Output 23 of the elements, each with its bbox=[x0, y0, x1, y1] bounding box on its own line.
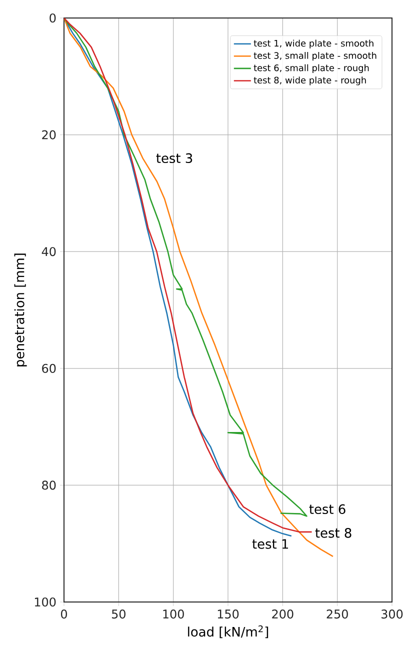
x-tick-label: 100 bbox=[163, 610, 184, 619]
x-tick-label: 50 bbox=[112, 610, 126, 619]
legend-label: test 3, small plate - smooth bbox=[254, 52, 376, 61]
x-tick-label: 0 bbox=[60, 610, 68, 619]
y-tick-label: 20 bbox=[42, 130, 56, 140]
x-tick-label: 250 bbox=[326, 610, 348, 619]
y-tick-label: 60 bbox=[42, 364, 56, 373]
x-tick-label: 300 bbox=[382, 610, 403, 619]
legend-label: test 1, wide plate - smooth bbox=[254, 40, 374, 48]
y-tick-label: 0 bbox=[50, 13, 56, 23]
x-tick-label: 150 bbox=[218, 610, 239, 619]
y-axis-title: penetration [mm] bbox=[14, 254, 27, 366]
legend-label: test 8, wide plate - rough bbox=[254, 76, 366, 86]
annotation: test 1 bbox=[252, 539, 288, 549]
y-tick-label: 80 bbox=[42, 480, 56, 490]
x-tick-label: 200 bbox=[272, 610, 294, 619]
annotation: test 8 bbox=[315, 528, 352, 538]
x-axis-title: load [kN/m$^{2}$] bbox=[188, 625, 268, 638]
y-tick-label: 100 bbox=[34, 597, 56, 607]
y-tick-label: 40 bbox=[42, 247, 56, 256]
annotation: test 6 bbox=[309, 504, 346, 514]
annotation: test 3 bbox=[156, 153, 192, 164]
legend-label: test 6, small plate - rough bbox=[254, 64, 369, 73]
